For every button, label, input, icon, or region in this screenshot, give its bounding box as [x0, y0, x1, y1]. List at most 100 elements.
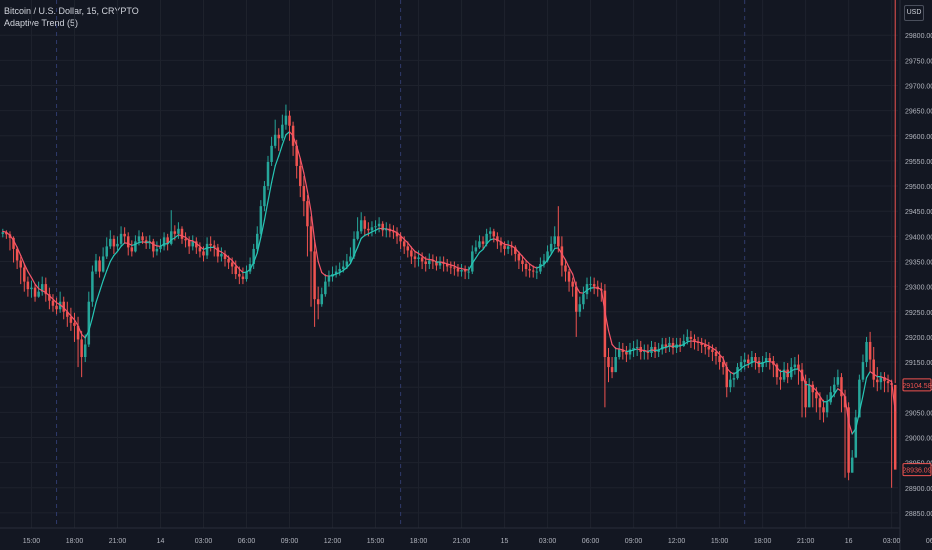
candle-body	[868, 341, 872, 360]
candle	[739, 356, 743, 373]
trend-segment	[34, 283, 40, 290]
candle	[180, 226, 184, 244]
candle	[557, 206, 560, 253]
candle-body	[732, 378, 736, 380]
candle	[320, 287, 324, 307]
candle	[700, 337, 703, 354]
candle-body	[62, 301, 65, 312]
candle-body	[230, 262, 234, 267]
candle-body	[256, 233, 259, 249]
trend-segment	[217, 249, 223, 253]
indicator-title[interactable]: Adaptive Trend (5)	[4, 18, 79, 28]
candle-body	[15, 248, 19, 261]
trend-segment	[883, 377, 889, 381]
candle-body	[220, 253, 223, 257]
candle-body	[711, 349, 714, 352]
trend-segment	[177, 234, 183, 237]
trend-segment	[396, 232, 402, 237]
candle	[374, 220, 377, 234]
candle-body	[406, 246, 410, 251]
trend-segment	[622, 349, 628, 353]
candle	[155, 241, 159, 256]
candle-body	[549, 243, 553, 252]
trend-segment	[550, 247, 556, 256]
y-tick-label: 29600.00	[905, 134, 932, 141]
candle-body	[385, 228, 388, 231]
candle	[212, 240, 216, 257]
candle-body	[460, 270, 463, 272]
candle	[764, 352, 768, 368]
trend-segment	[521, 255, 527, 262]
candle-body	[721, 362, 725, 368]
candle	[499, 237, 503, 253]
candle-body	[23, 267, 26, 282]
candle-body	[485, 233, 488, 244]
candle	[162, 232, 166, 251]
trend-segment	[708, 345, 714, 349]
trend-segment	[202, 247, 208, 251]
candle-body	[162, 237, 166, 247]
candle-body	[431, 260, 435, 262]
trend-segment	[450, 264, 455, 267]
candle	[73, 312, 76, 342]
candle-body	[768, 358, 772, 362]
candle	[804, 374, 807, 418]
trend-segment	[274, 155, 280, 167]
trend-segment	[102, 269, 108, 282]
candle	[356, 217, 359, 241]
candle-body	[245, 271, 248, 280]
time-axis[interactable]: 15:00 18:00 21:00 14 03:00 06:00 09:00 12:00 15:…	[0, 527, 932, 545]
candle-body	[574, 286, 578, 312]
x-tick-label: 21:00	[109, 538, 127, 545]
x-tick-label: 21:00	[453, 538, 471, 545]
candle-body	[363, 220, 367, 229]
candle	[33, 284, 37, 302]
trend-segment	[493, 238, 498, 241]
trend-segment	[199, 245, 205, 251]
trend-segment	[815, 390, 821, 397]
candle	[582, 286, 585, 310]
candle	[782, 362, 786, 383]
candle-body	[48, 294, 51, 301]
trend-segment	[779, 370, 785, 373]
symbol-title[interactable]: Bitcoin / U.S. Dollar, 15, CRYPTO	[4, 6, 139, 16]
candle	[800, 363, 804, 418]
trend-segment	[23, 263, 29, 273]
candle	[696, 336, 700, 351]
candle	[811, 381, 815, 408]
candle-body	[80, 339, 83, 358]
trend-segment	[478, 248, 484, 254]
candle	[187, 236, 191, 254]
trend-segment	[181, 235, 187, 238]
candle	[177, 222, 180, 239]
candle-body	[69, 316, 73, 323]
candle-body	[546, 251, 549, 261]
candle	[876, 367, 879, 392]
candle-body	[44, 284, 48, 295]
chart-legend: Bitcoin / U.S. Dollar, 15, CRYPTO Adapti…	[4, 5, 139, 29]
currency-button[interactable]: USD	[904, 5, 924, 21]
candle	[711, 344, 714, 362]
candle-body	[517, 253, 521, 261]
candle-body	[216, 247, 220, 257]
candle-body	[822, 407, 825, 413]
candle	[750, 350, 754, 368]
trend-segment	[654, 349, 660, 352]
candle	[299, 158, 302, 198]
price-axis[interactable]: 29800.00 29750.00 29700.00 29650.00 29600.00…	[899, 0, 932, 550]
trend-segment	[503, 243, 509, 246]
candle	[772, 356, 775, 378]
trend-segment	[303, 172, 309, 192]
trend-segment	[296, 145, 301, 159]
x-tick-label: 18:00	[754, 538, 772, 545]
candle-body	[94, 260, 98, 272]
trend-segment	[88, 317, 93, 332]
trend-segment	[407, 242, 412, 249]
trend-segment	[618, 348, 624, 351]
trend-segment	[134, 241, 140, 245]
candle-body	[428, 260, 431, 264]
x-tick-label: 09:00	[625, 538, 643, 545]
trend-segment	[561, 253, 567, 261]
trend-segment	[392, 230, 398, 234]
